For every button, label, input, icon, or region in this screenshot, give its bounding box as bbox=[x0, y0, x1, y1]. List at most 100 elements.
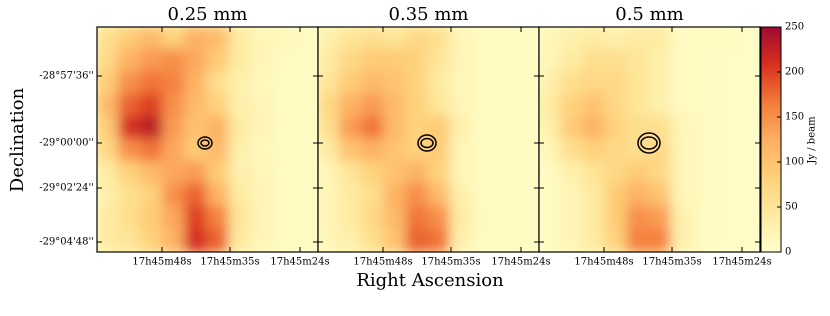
heat-cell bbox=[206, 27, 231, 51]
colorbar bbox=[760, 26, 782, 253]
heat-cell bbox=[449, 138, 474, 163]
heat-cell bbox=[339, 48, 364, 73]
heat-cell bbox=[405, 116, 430, 141]
heat-cell bbox=[648, 206, 673, 231]
heat-cell bbox=[692, 206, 717, 231]
x-tick-label: 17h45m48s bbox=[132, 257, 191, 268]
heat-cell bbox=[449, 228, 474, 252]
heat-cell bbox=[339, 138, 364, 163]
heat-cell bbox=[670, 93, 695, 118]
heat-cell bbox=[515, 138, 539, 163]
heat-cell bbox=[318, 48, 342, 73]
heat-cell bbox=[318, 138, 342, 163]
heat-cell bbox=[736, 228, 760, 252]
heat-cell bbox=[560, 183, 585, 208]
heat-cell bbox=[449, 116, 474, 141]
heat-cell bbox=[714, 71, 739, 96]
heat-cell bbox=[318, 71, 342, 96]
heat-cell bbox=[714, 183, 739, 208]
x-tick-label: 17h45m48s bbox=[574, 257, 633, 268]
heat-cell bbox=[471, 27, 496, 51]
heat-cell bbox=[140, 27, 165, 51]
heat-cell bbox=[449, 71, 474, 96]
heat-cell bbox=[206, 228, 231, 252]
heat-cell bbox=[648, 228, 673, 252]
heat-cell bbox=[318, 116, 342, 141]
heat-cell bbox=[471, 183, 496, 208]
heat-cell bbox=[272, 161, 297, 186]
heat-cell bbox=[427, 161, 452, 186]
heat-cell bbox=[560, 27, 585, 51]
contour bbox=[637, 132, 661, 154]
heat-cell bbox=[560, 161, 585, 186]
heat-cell bbox=[714, 138, 739, 163]
heat-cell bbox=[184, 228, 209, 252]
heat-cell bbox=[539, 27, 563, 51]
heat-cell bbox=[206, 183, 231, 208]
heat-cell bbox=[582, 228, 607, 252]
heat-cell bbox=[250, 183, 275, 208]
heat-cell bbox=[539, 48, 563, 73]
heat-cell bbox=[471, 228, 496, 252]
heat-cell bbox=[140, 71, 165, 96]
heat-cell bbox=[361, 161, 386, 186]
heat-cell bbox=[162, 206, 187, 231]
heat-cell bbox=[97, 71, 121, 96]
heat-cell bbox=[294, 93, 318, 118]
contour bbox=[420, 137, 434, 149]
contour bbox=[200, 139, 210, 147]
heat-cell bbox=[714, 93, 739, 118]
heat-cell bbox=[648, 93, 673, 118]
heatmap bbox=[318, 27, 539, 252]
heat-cell bbox=[604, 228, 629, 252]
heat-cell bbox=[493, 71, 518, 96]
heat-cell bbox=[515, 93, 539, 118]
heatmap bbox=[539, 27, 760, 252]
colorbar-tick-label: 100 bbox=[785, 157, 804, 168]
heat-cell bbox=[670, 206, 695, 231]
heat-cell bbox=[736, 48, 760, 73]
heat-cell bbox=[318, 228, 342, 252]
heat-cell bbox=[339, 71, 364, 96]
colorbar-tick-label: 250 bbox=[785, 22, 804, 33]
panel-title: 0.25 mm bbox=[168, 4, 248, 25]
heat-cell bbox=[272, 27, 297, 51]
heat-cell bbox=[294, 116, 318, 141]
heat-cell bbox=[604, 48, 629, 73]
heat-cell bbox=[539, 206, 563, 231]
heat-cell bbox=[162, 228, 187, 252]
colorbar-tick-label: 200 bbox=[785, 67, 804, 78]
heat-cell bbox=[493, 116, 518, 141]
heat-cell bbox=[383, 48, 408, 73]
heat-cell bbox=[272, 206, 297, 231]
heat-cell bbox=[736, 138, 760, 163]
heat-cell bbox=[206, 116, 231, 141]
heat-cell bbox=[560, 228, 585, 252]
x-tick-label: 17h45m24s bbox=[712, 257, 771, 268]
heat-cell bbox=[539, 116, 563, 141]
heat-cell bbox=[714, 161, 739, 186]
heat-cell bbox=[714, 228, 739, 252]
heat-cell bbox=[294, 161, 318, 186]
heat-cell bbox=[626, 71, 651, 96]
heat-cell bbox=[339, 206, 364, 231]
heat-cell bbox=[493, 27, 518, 51]
heat-cell bbox=[118, 48, 143, 73]
heat-cell bbox=[427, 206, 452, 231]
heat-cell bbox=[670, 27, 695, 51]
heat-cell bbox=[339, 93, 364, 118]
heat-cell bbox=[250, 93, 275, 118]
heat-cell bbox=[539, 138, 563, 163]
heat-cell bbox=[582, 48, 607, 73]
heat-cell bbox=[361, 48, 386, 73]
heat-cell bbox=[626, 48, 651, 73]
heat-cell bbox=[361, 71, 386, 96]
heat-cell bbox=[736, 93, 760, 118]
heat-cell bbox=[405, 48, 430, 73]
heat-cell bbox=[361, 27, 386, 51]
heat-cell bbox=[140, 161, 165, 186]
heat-cell bbox=[515, 228, 539, 252]
heat-cell bbox=[604, 183, 629, 208]
heat-cell bbox=[626, 116, 651, 141]
heat-cell bbox=[294, 228, 318, 252]
